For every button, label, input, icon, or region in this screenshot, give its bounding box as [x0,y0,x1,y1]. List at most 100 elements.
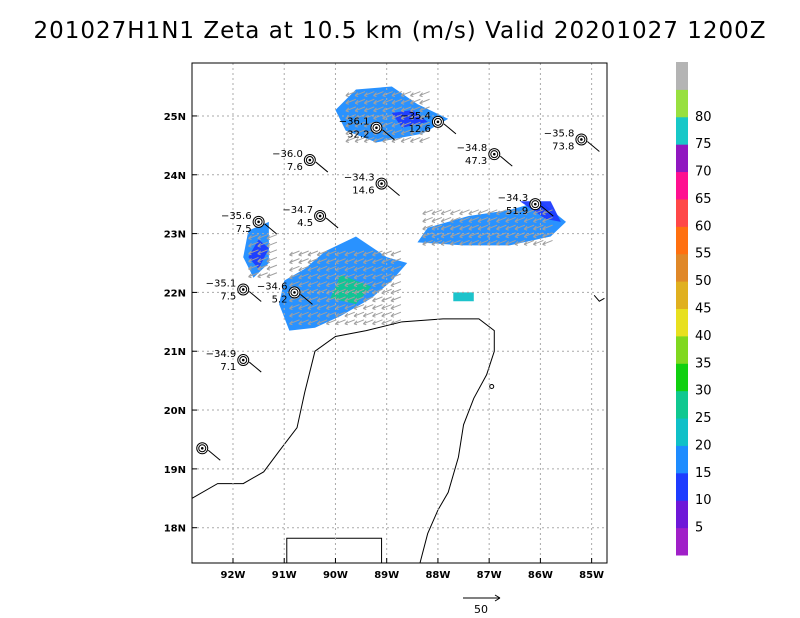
wind-vector [459,239,470,246]
colorbar-swatch [676,472,688,501]
wind-vector [289,258,300,265]
station-plot: −34.7 4.5 [282,205,339,229]
colorbar-swatch [676,390,688,419]
wind-vector [289,273,300,280]
wind-vector [419,91,430,98]
wind-vector [422,232,433,239]
wind-vector [363,121,375,128]
station-marker-inner [531,200,540,209]
wind-vector [289,265,300,272]
wind-vector [440,224,452,231]
colorbar-label: 20 [695,438,712,453]
station-temp-label: −36.0 [272,149,303,160]
wind-vector [326,265,337,272]
station-marker-center [533,202,537,206]
station-temp-label: −34.3 [498,193,529,204]
wind-vector [372,281,383,288]
wind-vector [468,224,479,231]
wind-vector [353,304,365,311]
station-plot: −36.1 32.2 [339,117,395,141]
station-marker-center [308,158,312,162]
station-plot: −35.1 7.5 [206,278,262,302]
wind-vector [514,239,526,246]
wind-vector [431,224,443,231]
wind-vector [372,311,383,318]
wind-vector [390,250,402,257]
colorbar-label: 70 [695,165,712,180]
wind-vector [257,249,268,256]
wind-vector [381,258,392,265]
wind-vector [390,288,402,295]
shading-patch-central [330,274,372,305]
station-speed-label: 7.6 [287,162,303,173]
wind-vector [344,319,355,326]
station-marker-center [293,291,296,294]
wind-barb [248,291,262,302]
wind-vector [390,296,402,303]
wind-vector [248,264,259,271]
station-speed-label: 7.5 [220,291,236,302]
x-tick-label: 91W [272,570,297,581]
cozumel-island [489,384,495,390]
wind-vectors [248,91,553,326]
wind-vector [354,98,366,105]
colorbar-label: 10 [695,493,712,508]
wind-vector [353,288,365,295]
wind-vector [372,296,383,303]
y-tick-label: 25N [164,112,186,123]
station-marker-center [241,358,245,362]
wind-vector [307,250,319,257]
wind-vector [344,273,355,280]
wind-vector [391,91,403,98]
colorbar-label: 45 [695,302,712,317]
station-speed-label: 12.6 [409,124,431,135]
wind-vector [362,304,374,311]
wind-vector [307,273,319,280]
station-plot: −34.9 7.1 [206,349,262,373]
wind-vector [532,232,544,239]
wind-vector [486,232,498,239]
wind-vector [289,250,300,257]
wind-vector [316,265,328,272]
wind-vector [316,273,328,280]
wind-vector [353,319,365,326]
wind-vector [496,224,507,231]
station-plot: −34.8 47.3 [457,143,513,167]
colorbar-label: 80 [695,110,712,125]
wind-vector [298,258,309,265]
wind-vector [298,273,309,280]
wind-vector [363,98,375,105]
wind-vector [381,273,392,280]
wind-vector [382,98,393,105]
station-plot [196,442,221,461]
wind-vector [298,311,309,318]
wind-vector [335,296,346,303]
wind-vector [390,281,402,288]
wind-vector [344,265,355,272]
colorbar-label: 5 [695,521,703,536]
reference-vector-label: 50 [474,603,488,616]
station-plot: −35.6 7.5 [221,211,277,235]
colorbar-label: 60 [695,219,712,234]
wind-vector [505,209,516,216]
wind-vector [326,319,337,326]
wind-vector [326,273,337,280]
wind-vector [354,106,366,113]
y-tick-label: 18N [164,524,186,535]
wind-vector [372,319,383,326]
wind-vector [266,257,278,263]
wind-vector [326,250,337,257]
wind-vector [514,224,526,231]
wind-barb [443,123,457,135]
wind-vector [362,265,374,272]
wind-vector [410,91,421,98]
wind-vector [345,106,357,113]
wind-vector [316,304,328,311]
station-plot: −35.8 73.8 [544,128,600,152]
y-tick-label: 19N [164,465,186,476]
x-tick-label: 88W [425,570,450,581]
wind-vector [344,311,355,318]
wind-vector [289,281,300,288]
wind-vector [266,272,278,279]
station-marker-inner [433,117,442,126]
